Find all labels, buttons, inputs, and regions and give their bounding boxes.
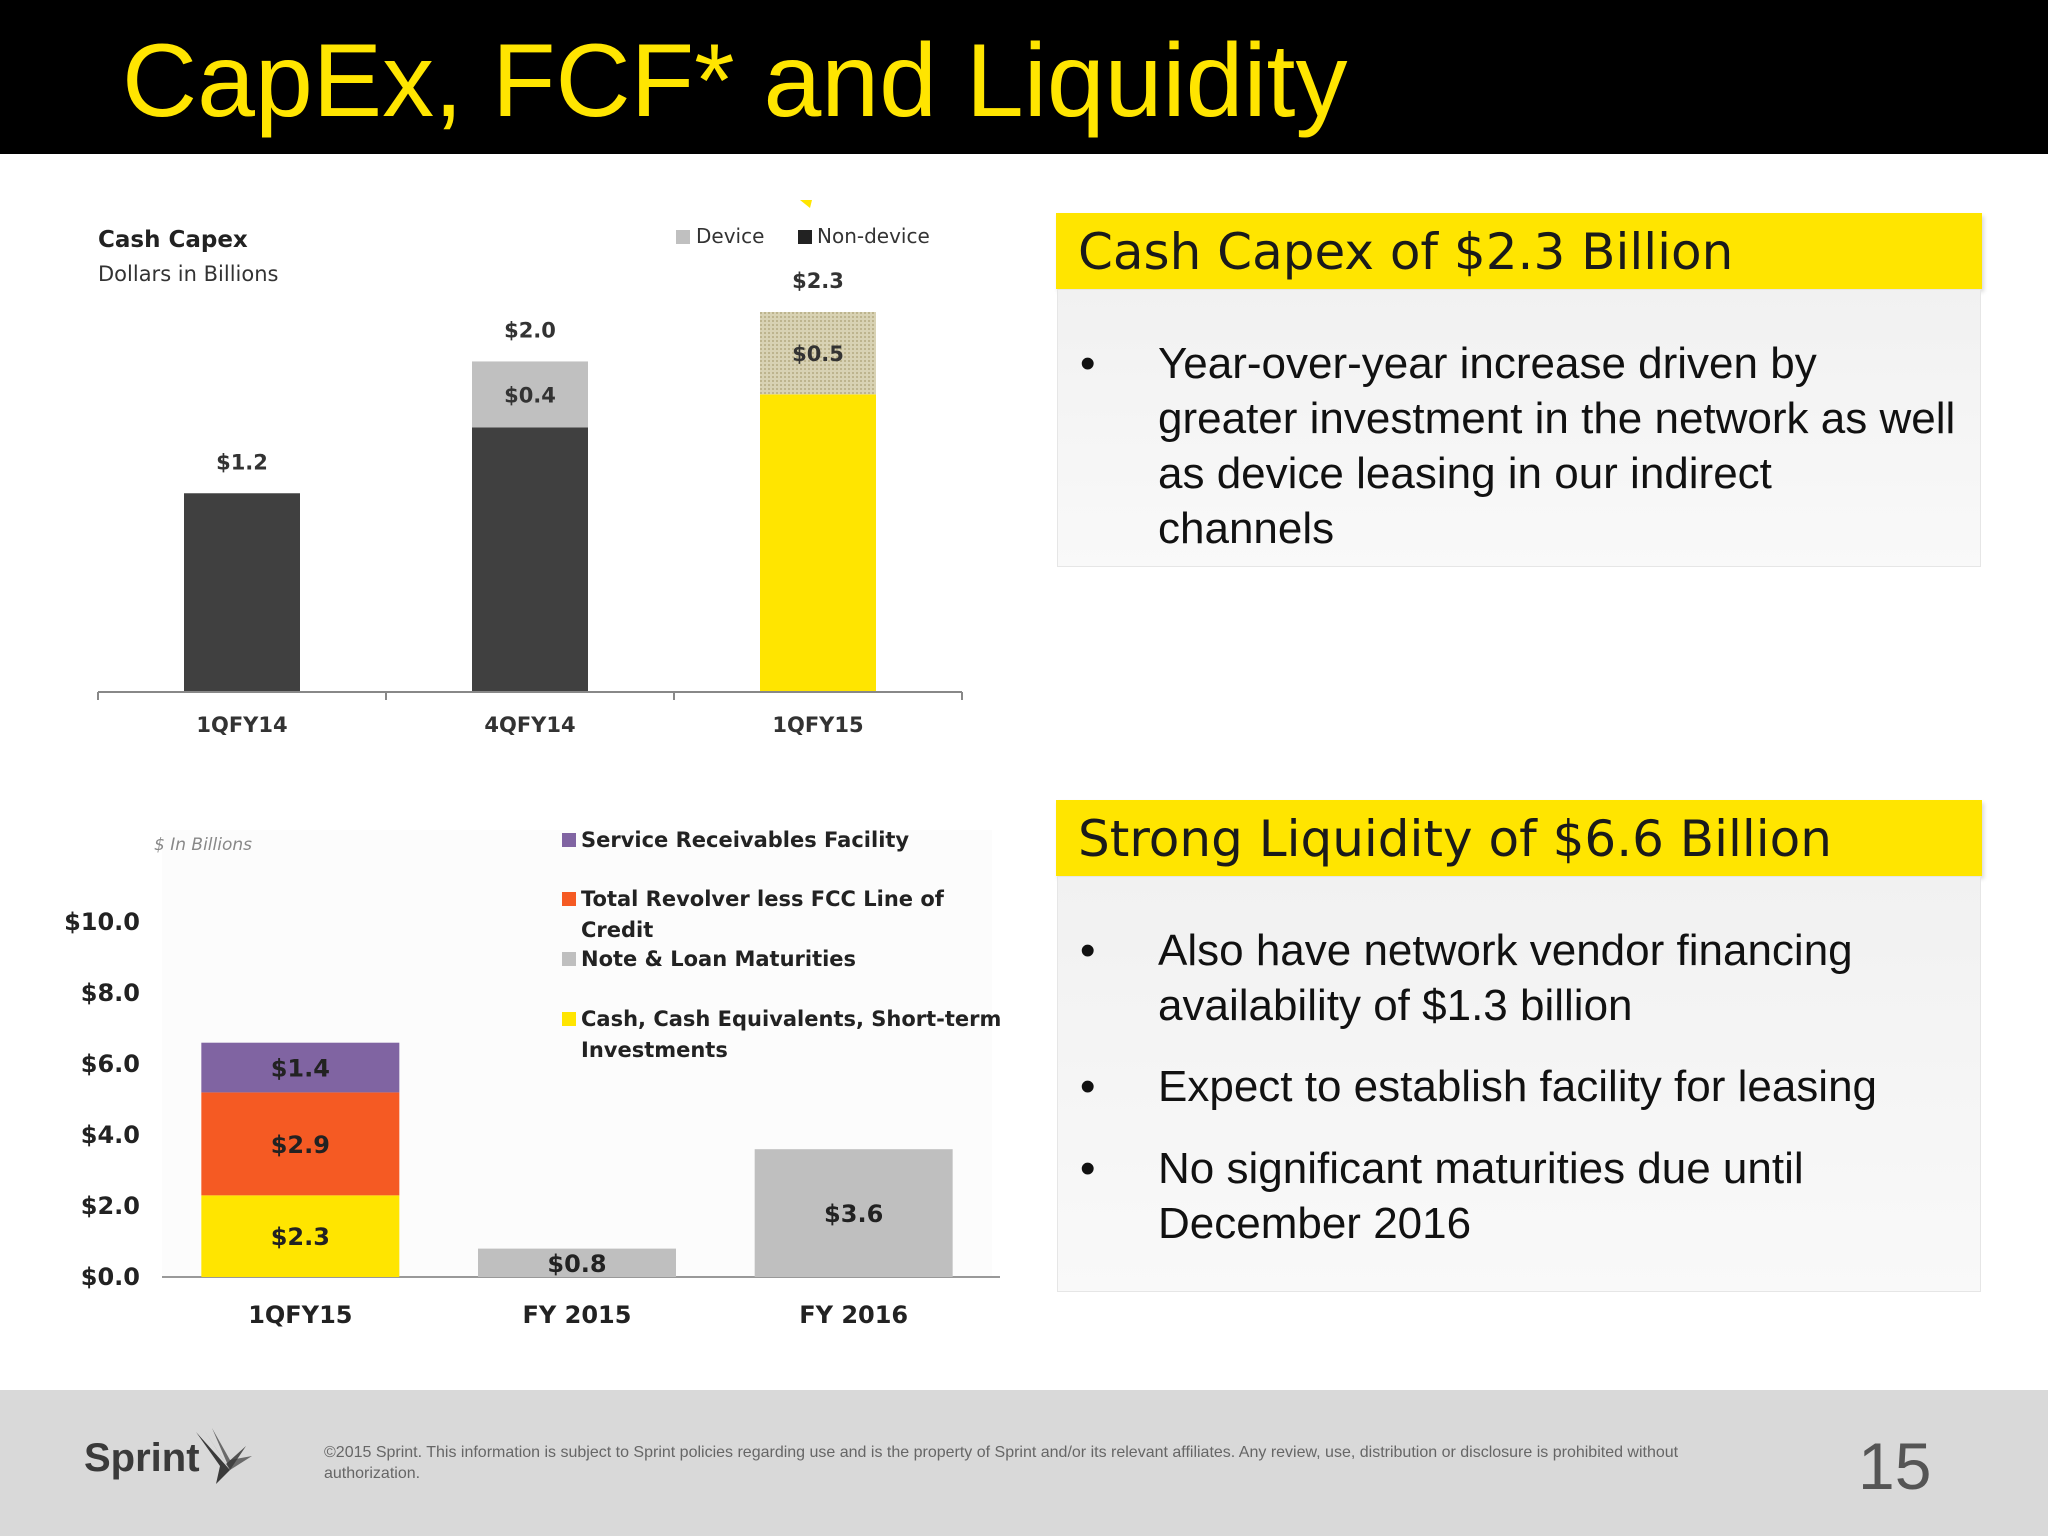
liquidity-panel-body: • Also have network vendor financing ava… xyxy=(1057,876,1981,1292)
page-number: 15 xyxy=(1858,1429,1932,1503)
legend-swatch xyxy=(562,952,576,966)
capex-bar-segment xyxy=(184,493,300,691)
liquidity-category-label: 1QFY15 xyxy=(248,1301,352,1329)
legend-label: Note & Loan Maturities xyxy=(581,947,856,971)
title-bar: CapEx, FCF* and Liquidity xyxy=(0,0,2048,154)
legend-swatch xyxy=(562,833,576,847)
legend-label: Total Revolver less FCC Line of xyxy=(581,887,945,911)
liquidity-bar-segment xyxy=(201,1042,400,1093)
liquidity-segment-label: $0.8 xyxy=(547,1250,606,1278)
legend-swatch-non-device xyxy=(798,230,812,244)
sprint-wing-icon xyxy=(196,1428,252,1484)
legend-swatch-device xyxy=(676,230,690,244)
sprint-logo-text: Sprint xyxy=(84,1436,200,1480)
legend-label: Investments xyxy=(581,1038,728,1062)
y-tick-label: $10.0 xyxy=(64,908,140,936)
liquidity-segment-label: $1.4 xyxy=(271,1055,330,1083)
legend-label-device: Device xyxy=(696,224,764,248)
liquidity-bar-segment xyxy=(201,1195,400,1277)
capex-category-label: 4QFY14 xyxy=(484,713,575,737)
liquidity-panel-heading: Strong Liquidity of $6.6 Billion xyxy=(1056,800,1982,876)
liquidity-heading-text: Strong Liquidity of $6.6 Billion xyxy=(1078,810,1832,868)
capex-heading-text: Cash Capex of $2.3 Billion xyxy=(1078,223,1734,281)
capex-bullet-1: Year-over-year increase driven by greate… xyxy=(1158,339,1956,553)
liquidity-bar-segment xyxy=(201,1092,400,1196)
chart-subtitle: $ In Billions xyxy=(154,835,252,855)
liquidity-bullet-2: Expect to establish facility for leasing xyxy=(1158,1062,1878,1111)
bullet-dot: • xyxy=(1080,1144,1096,1193)
y-tick-label: $2.0 xyxy=(81,1192,140,1220)
capex-bar-segment xyxy=(472,427,588,691)
liquidity-category-label: FY 2015 xyxy=(523,1301,632,1329)
liquidity-bar-segment xyxy=(754,1149,953,1277)
bullet-dot: • xyxy=(1080,339,1096,388)
chart-title: Cash Capex xyxy=(98,227,248,253)
capex-segment-label: $0.5 xyxy=(792,342,844,366)
legend-label: Service Receivables Facility xyxy=(581,828,909,852)
capex-total-label: $1.2 xyxy=(216,450,268,474)
sprint-logo: Sprint xyxy=(84,1426,254,1496)
legend-label: Cash, Cash Equivalents, Short-term xyxy=(581,1007,1001,1031)
liquidity-bar-segment xyxy=(478,1248,676,1277)
slide-title: CapEx, FCF* and Liquidity xyxy=(122,23,1348,139)
capex-segment-label: $0.4 xyxy=(504,383,556,407)
capex-panel-heading: Cash Capex of $2.3 Billion xyxy=(1056,213,1982,289)
legend-label-non-device: Non-device xyxy=(817,224,930,248)
legal-disclaimer: ©2015 Sprint. This information is subjec… xyxy=(324,1444,1679,1482)
capex-category-label: 1QFY15 xyxy=(772,713,863,737)
bullet-dot: • xyxy=(1080,1062,1096,1111)
capex-bar-segment xyxy=(472,361,588,428)
capex-bar-segment xyxy=(760,394,876,691)
liquidity-bullet-1: Also have network vendor financing avail… xyxy=(1158,926,1853,1030)
legend-accent-mark xyxy=(800,200,812,208)
y-tick-label: $4.0 xyxy=(81,1121,140,1149)
y-tick-label: $6.0 xyxy=(81,1050,140,1078)
y-tick-label: $0.0 xyxy=(81,1263,140,1291)
liquidity-segment-label: $2.3 xyxy=(271,1223,330,1251)
legend-swatch xyxy=(562,892,576,906)
capex-bar-segment xyxy=(760,312,876,395)
capex-category-label: 1QFY14 xyxy=(196,713,287,737)
capex-total-label: $2.0 xyxy=(504,318,556,342)
capex-panel-body: • Year-over-year increase driven by grea… xyxy=(1057,289,1981,567)
liquidity-bullet-3: No significant maturities due until Dece… xyxy=(1158,1144,1804,1248)
legend-swatch xyxy=(562,1012,576,1026)
y-tick-label: $8.0 xyxy=(81,979,140,1007)
cash-capex-chart: Cash Capex Dollars in Billions Device Non-d… xyxy=(97,200,963,737)
liquidity-category-label: FY 2016 xyxy=(799,1301,908,1329)
liquidity-segment-label: $2.9 xyxy=(271,1131,330,1159)
legend-label: Credit xyxy=(581,918,653,942)
chart-subtitle: Dollars in Billions xyxy=(98,262,278,286)
bullet-dot: • xyxy=(1080,926,1096,975)
liquidity-chart: $ In Billions $0.0 $2.0 $4.0 $6.0 $8.0 $10.0 $2… xyxy=(64,828,1001,1329)
liquidity-segment-label: $3.6 xyxy=(824,1200,883,1228)
footer xyxy=(0,1390,2048,1536)
capex-total-label: $2.3 xyxy=(792,269,844,293)
